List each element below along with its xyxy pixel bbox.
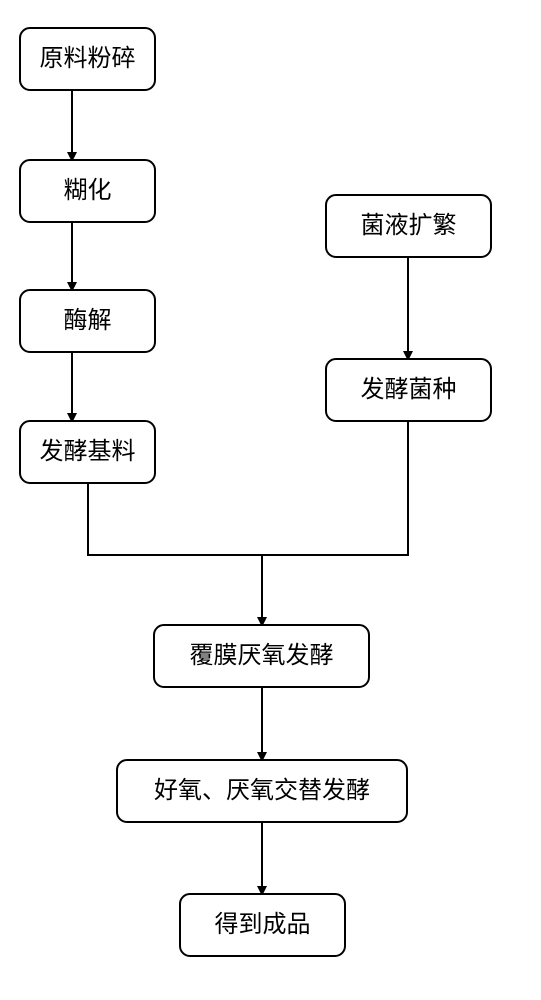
node-n3: 酶解 [20,290,155,352]
node-label: 糊化 [64,177,112,204]
node-n5: 菌液扩繁 [326,195,491,257]
edge [88,483,262,555]
node-n4: 发酵基料 [20,421,155,483]
node-label: 得到成品 [215,911,311,938]
node-n2: 糊化 [20,160,155,222]
node-n8: 好氧、厌氧交替发酵 [117,760,407,822]
node-label: 原料粉碎 [40,45,136,72]
node-n9: 得到成品 [180,894,345,956]
node-label: 酶解 [64,307,112,334]
node-label: 发酵菌种 [361,376,457,403]
node-n6: 发酵菌种 [326,359,491,421]
nodes: 原料粉碎糊化酶解发酵基料 菌液扩繁发酵菌种覆膜厌氧发酵好氧、厌氧交替发酵得到成品 [20,28,491,956]
flowchart: 原料粉碎糊化酶解发酵基料 菌液扩繁发酵菌种覆膜厌氧发酵好氧、厌氧交替发酵得到成品 [0,0,541,1000]
edge [262,421,408,555]
node-label: 发酵基料 [40,438,136,465]
node-label: 好氧、厌氧交替发酵 [154,777,370,804]
node-label: 菌液扩繁 [361,212,457,239]
node-label: 覆膜厌氧发酵 [190,642,334,669]
node-n1: 原料粉碎 [20,28,155,90]
node-n7: 覆膜厌氧发酵 [154,625,369,687]
